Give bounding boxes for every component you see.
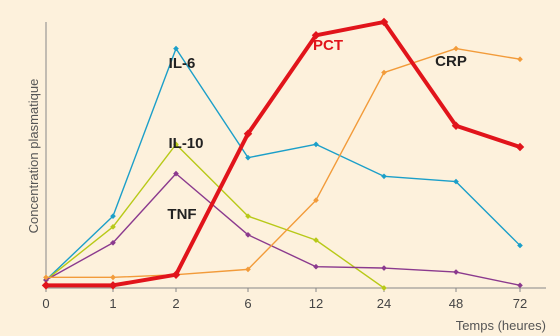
data-point-pct bbox=[311, 31, 321, 40]
series-line-tnf bbox=[45, 172, 521, 287]
x-tick-label: 72 bbox=[513, 296, 527, 311]
data-point-il-10 bbox=[173, 141, 179, 148]
series-label-il-10: IL-10 bbox=[168, 135, 203, 152]
data-point-il-6 bbox=[110, 213, 116, 220]
series-line-crp bbox=[46, 47, 521, 279]
series-points bbox=[41, 17, 525, 291]
x-tick-label: 6 bbox=[244, 296, 251, 311]
data-point-crp bbox=[313, 197, 319, 204]
data-point-il-6 bbox=[313, 141, 319, 148]
data-point-il-10 bbox=[313, 237, 319, 243]
data-point-il-10 bbox=[381, 285, 387, 291]
x-tick-label: 0 bbox=[42, 296, 49, 311]
data-point-tnf bbox=[381, 265, 387, 271]
data-point-crp bbox=[381, 69, 387, 76]
data-point-il-10 bbox=[245, 213, 251, 220]
axes bbox=[45, 22, 546, 289]
data-point-pct bbox=[41, 281, 51, 290]
x-axis-title: Temps (heures) bbox=[456, 318, 546, 333]
x-tick-label: 2 bbox=[172, 296, 179, 311]
data-point-pct bbox=[108, 281, 118, 290]
series-label-il-6: IL-6 bbox=[169, 55, 196, 72]
data-point-tnf bbox=[453, 269, 459, 275]
y-axis-title: Concentration plasmatique bbox=[26, 79, 41, 234]
x-tick-label: 1 bbox=[109, 296, 116, 311]
data-point-il-6 bbox=[245, 154, 251, 161]
x-tick-label: 12 bbox=[309, 296, 323, 311]
series-line-il-10 bbox=[45, 143, 385, 289]
series-label-pct: PCT bbox=[313, 37, 343, 54]
data-point-il-10 bbox=[110, 223, 116, 230]
data-point-crp bbox=[110, 274, 116, 281]
data-point-il-6 bbox=[453, 178, 459, 185]
series-label-tnf: TNF bbox=[167, 206, 196, 223]
data-point-pct bbox=[451, 121, 461, 130]
x-tick-label: 24 bbox=[377, 296, 391, 311]
series-line-pct bbox=[46, 20, 521, 288]
data-point-pct bbox=[243, 129, 253, 138]
data-point-crp bbox=[517, 56, 523, 63]
x-tick-label: 48 bbox=[449, 296, 463, 311]
data-point-tnf bbox=[110, 239, 116, 246]
x-tick-labels: 0 1 2 6 12 24 48 72 bbox=[42, 288, 527, 311]
data-point-tnf bbox=[313, 263, 319, 270]
data-point-pct bbox=[171, 270, 181, 279]
data-point-tnf bbox=[245, 231, 251, 238]
series-lines bbox=[45, 20, 521, 289]
series-line-il-6 bbox=[45, 47, 521, 281]
data-point-il-6 bbox=[381, 173, 387, 180]
data-point-pct bbox=[379, 17, 389, 27]
data-point-crp bbox=[245, 266, 251, 273]
data-point-tnf bbox=[173, 170, 179, 177]
data-point-il-6 bbox=[517, 242, 523, 249]
series-label-crp: CRP bbox=[435, 53, 467, 70]
series-labels: IL-6 IL-10 TNF CRP PCT bbox=[167, 37, 466, 223]
data-point-tnf bbox=[517, 282, 523, 289]
